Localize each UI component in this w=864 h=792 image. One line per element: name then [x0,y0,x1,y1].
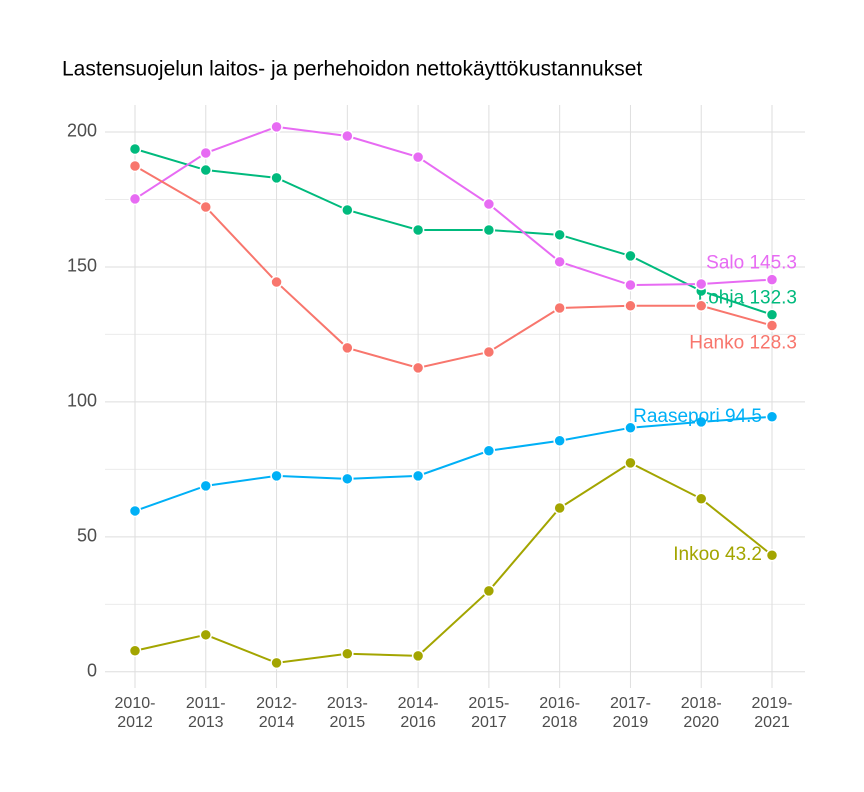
data-point [341,129,354,143]
x-tick-label: 2017- 2019 [609,695,651,731]
data-point [270,469,283,483]
data-point [765,273,779,286]
x-tick-label: 2013- 2015 [326,695,368,731]
data-point [765,308,779,321]
y-tick-label: 150 [67,256,97,276]
x-tick-label: 2010- 2012 [114,695,156,731]
data-point [199,146,213,160]
end-label: Salo 145.3 [706,253,797,274]
data-point [199,200,213,214]
series-line [134,415,773,512]
data-point [199,163,213,177]
data-point [482,584,496,598]
data-point [482,345,496,359]
series-line [134,461,773,664]
data-point [765,410,779,423]
data-point [128,644,142,658]
data-point [411,649,425,663]
y-tick-label: 0 [87,661,97,681]
data-point [128,192,142,206]
data-point [482,444,496,458]
data-point [411,361,425,375]
y-tick-label: 50 [77,526,97,546]
x-tick-label: 2014- 2016 [397,695,439,731]
data-point [765,319,779,332]
x-tick-label: 2015- 2017 [468,695,510,731]
end-label: Lohja 132.3 [698,288,797,309]
data-point [341,647,354,660]
series-line [134,148,773,316]
data-point [482,223,496,237]
data-point [553,228,566,242]
series-line [134,125,773,287]
data-point [411,223,425,237]
data-point [270,120,283,134]
data-point [553,255,566,269]
data-point [411,150,425,164]
x-tick-label: 2018- 2020 [680,695,722,731]
data-point [199,628,213,642]
x-tick-label: 2019- 2021 [751,695,793,731]
data-point [694,277,708,291]
data-point [482,197,496,211]
data-point [553,301,566,315]
data-point [411,469,425,483]
data-point [341,341,354,355]
chart-title: Lastensuojelun laitos- ja perhehoidon ne… [62,58,642,81]
data-point [128,159,142,173]
data-point [624,421,637,435]
data-point [694,492,708,506]
data-point [199,479,213,493]
data-point [624,299,637,313]
data-point [624,456,637,470]
data-point [553,501,566,515]
data-point [341,203,354,217]
data-point [765,548,779,562]
data-point [624,278,637,292]
x-tick-label: 2016- 2018 [539,695,581,731]
y-tick-label: 100 [67,391,97,411]
y-tick-label: 200 [67,121,97,141]
end-label: Hanko 128.3 [689,333,797,354]
end-label: Raasepori 94.5 [633,406,762,427]
data-point [128,504,142,518]
data-point [553,434,566,448]
data-point [624,249,637,263]
data-point [694,299,708,313]
series-line [134,165,773,369]
x-tick-label: 2011- 2013 [185,695,226,731]
data-point [270,171,283,185]
data-point [270,656,283,670]
data-point [128,142,142,156]
data-point [341,472,354,486]
end-label: Inkoo 43.2 [673,544,762,565]
x-tick-label: 2012- 2014 [256,695,297,731]
data-point [694,415,708,429]
data-point [270,275,283,289]
